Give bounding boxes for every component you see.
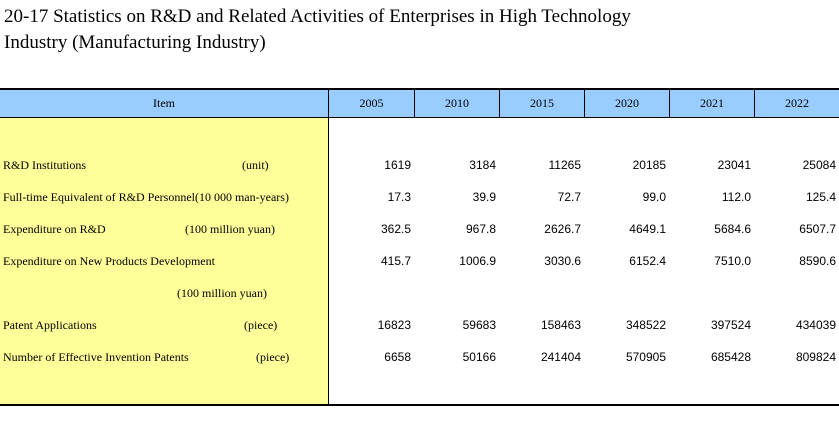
table-row: Number of Effective Invention Patents (p…: [0, 341, 839, 373]
cell-2022: 125.4: [805, 190, 836, 204]
cell-2010: 50166: [462, 350, 496, 364]
title-line-1: 20-17 Statistics on R&D and Related Acti…: [4, 6, 631, 27]
cell-2010: 3184: [469, 158, 496, 172]
cell-2020: 99.0: [642, 190, 666, 204]
row-unit: (piece): [256, 350, 290, 364]
cell-2021: 5684.6: [714, 222, 751, 236]
row-label: Full-time Equivalent of R&D Personnel(10…: [3, 190, 289, 204]
page-title: 20-17 Statistics on R&D and Related Acti…: [4, 4, 631, 56]
cell-2010: 59683: [462, 318, 496, 332]
row-label: Expenditure on R&D: [3, 222, 106, 236]
header-divider: [754, 90, 755, 117]
cell-2021: 397524: [710, 318, 751, 332]
cell-2021: 685428: [710, 350, 751, 364]
cell-2015: 11265: [548, 158, 581, 172]
row-label: Expenditure on New Products Development: [3, 254, 215, 268]
cell-2020: 6152.4: [629, 254, 666, 268]
row-unit: (unit): [242, 158, 269, 172]
cell-2005: 1619: [384, 158, 411, 172]
row-label: Number of Effective Invention Patents: [3, 350, 189, 364]
cell-2015: 2626.7: [544, 222, 581, 236]
table-row: Patent Applications (piece) 16823 59683 …: [0, 309, 839, 341]
cell-2020: 4649.1: [629, 222, 666, 236]
header-divider: [414, 90, 415, 117]
cell-2015: 241404: [540, 350, 581, 364]
cell-2020: 570905: [625, 350, 666, 364]
cell-2010: 39.9: [472, 190, 496, 204]
table-bottom-rule: [0, 404, 839, 406]
header-year-2022: 2022: [785, 96, 809, 110]
statistics-table: Item 2005 2010 2015 2020 2021 2022 R&D I…: [0, 88, 839, 406]
item-column-border: [328, 90, 329, 404]
item-column-highlight: [0, 118, 328, 404]
cell-2005: 362.5: [380, 222, 411, 236]
cell-2020: 348522: [625, 318, 666, 332]
row-label: R&D Institutions: [3, 158, 87, 172]
header-rule: [0, 117, 839, 118]
cell-2005: 16823: [377, 318, 411, 332]
table-header-row: Item 2005 2010 2015 2020 2021 2022: [0, 90, 839, 117]
table-row: Expenditure on New Products Development …: [0, 245, 839, 277]
cell-2020: 20185: [632, 158, 666, 172]
cell-2005: 17.3: [387, 190, 411, 204]
cell-2022: 8590.6: [799, 254, 836, 268]
table-row: R&D Institutions (unit) 1619 3184 11265 …: [0, 149, 839, 181]
header-year-2020: 2020: [615, 96, 639, 110]
table-row: Expenditure on R&D (100 million yuan) 36…: [0, 213, 839, 245]
cell-2015: 158463: [540, 318, 581, 332]
cell-2022: 6507.7: [799, 222, 836, 236]
header-year-2021: 2021: [700, 96, 724, 110]
cell-2015: 72.7: [557, 190, 581, 204]
cell-2021: 7510.0: [714, 254, 751, 268]
cell-2022: 25084: [802, 158, 836, 172]
table-row-continuation: (100 million yuan): [0, 277, 839, 309]
table-top-rule: [0, 88, 839, 90]
row-unit: (100 million yuan): [177, 286, 267, 300]
header-divider: [584, 90, 585, 117]
cell-2021: 23041: [717, 158, 751, 172]
cell-2022: 809824: [795, 350, 836, 364]
cell-2010: 967.8: [465, 222, 496, 236]
row-label: Patent Applications: [3, 318, 97, 332]
row-unit: (100 million yuan): [185, 222, 275, 236]
header-year-2015: 2015: [530, 96, 554, 110]
row-unit: (piece): [244, 318, 278, 332]
header-divider: [499, 90, 500, 117]
cell-2005: 415.7: [380, 254, 411, 268]
header-year-2005: 2005: [359, 96, 384, 110]
cell-2010: 1006.9: [459, 254, 496, 268]
header-year-2010: 2010: [445, 96, 469, 110]
header-item: Item: [153, 96, 175, 110]
cell-2021: 112.0: [721, 190, 751, 204]
cell-2022: 434039: [795, 318, 836, 332]
header-divider: [669, 90, 670, 117]
title-line-2: Industry (Manufacturing Industry): [4, 32, 266, 53]
table-row: Full-time Equivalent of R&D Personnel(10…: [0, 181, 839, 213]
cell-2015: 3030.6: [544, 254, 581, 268]
cell-2005: 6658: [384, 350, 411, 364]
